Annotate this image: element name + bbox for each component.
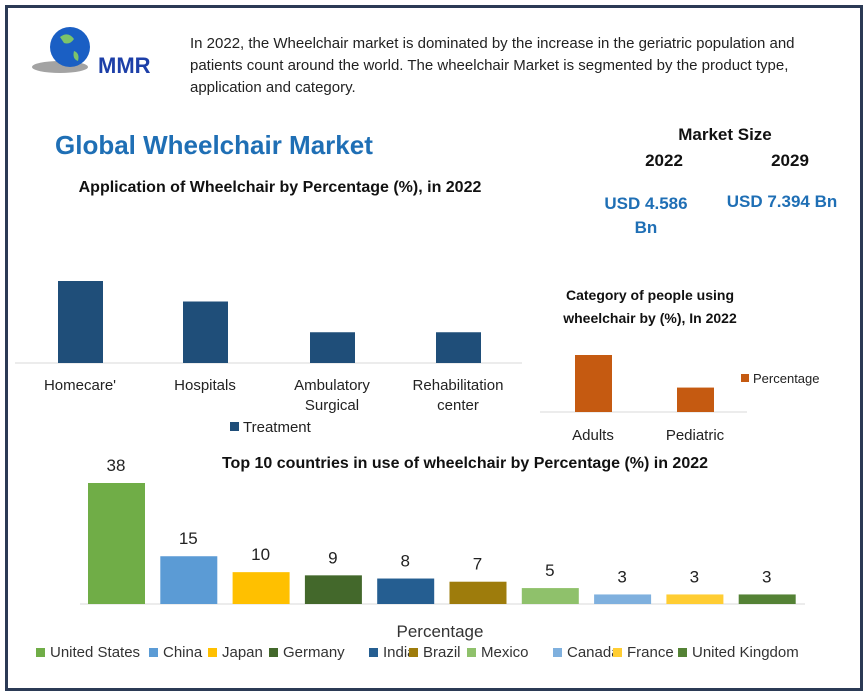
legend-swatch	[613, 648, 622, 657]
legend-label: Canada	[567, 644, 620, 661]
data-label: 3	[762, 567, 771, 586]
category-chart: Adults Pediatric Percentage	[540, 355, 820, 444]
legend-label: Brazil	[423, 644, 461, 661]
legend-label: Percentage	[753, 371, 820, 386]
bar-germany	[304, 575, 362, 604]
legend-label: China	[163, 644, 203, 661]
legend-label: Mexico	[481, 644, 529, 661]
legend-label: France	[627, 644, 674, 661]
data-label: 3	[690, 567, 699, 586]
legend-label: Japan	[222, 644, 263, 661]
bar-united-kingdom	[738, 594, 796, 604]
countries-chart: 38 15 10 9 8 7 5 3 3 3 Percentage United States Chin…	[36, 456, 805, 661]
bar-japan	[232, 572, 290, 604]
category-label: Ambulatory	[294, 377, 370, 394]
bar-united-states	[88, 483, 145, 604]
bar-china	[160, 556, 218, 604]
legend-swatch	[149, 648, 158, 657]
application-chart-title: Application of Wheelchair by Percentage …	[78, 179, 482, 196]
legend-swatch	[678, 648, 687, 657]
legend-swatch	[467, 648, 476, 657]
legend-swatch	[369, 648, 378, 657]
svg-text:MMR: MMR	[98, 53, 151, 78]
legend-swatch	[409, 648, 418, 657]
category-label: Pediatric	[666, 427, 725, 444]
market-value-2022: USD 4.586 Bn	[604, 194, 688, 237]
data-label: 5	[545, 561, 554, 580]
legend-label: United States	[50, 644, 140, 661]
x-axis-label: Percentage	[397, 622, 484, 641]
legend-label: United Kingdom	[692, 644, 799, 661]
market-value-2029: USD 7.394 Bn	[726, 192, 838, 211]
bar-canada	[594, 594, 652, 604]
category-label: Homecare'	[44, 377, 116, 394]
bar-adults	[575, 355, 612, 412]
data-label: 3	[617, 567, 626, 586]
legend-swatch	[269, 648, 278, 657]
bar-mexico	[521, 588, 579, 604]
data-label: 9	[328, 548, 337, 567]
category-label: Rehabilitation	[413, 377, 504, 394]
market-size-heading: Market Size	[678, 125, 772, 144]
data-label: 7	[473, 555, 482, 574]
legend-swatch	[741, 374, 749, 382]
data-label: 10	[251, 545, 270, 564]
category-chart-title: Category of people using wheelchair by (…	[563, 287, 737, 326]
year-2029: 2029	[771, 151, 809, 170]
intro-text: In 2022, the Wheelchair market is domina…	[190, 35, 795, 96]
bar-brazil	[449, 581, 507, 604]
legend-swatch	[36, 648, 45, 657]
category-label: Adults	[572, 427, 614, 444]
legend-label: Germany	[283, 644, 345, 661]
legend-swatch	[230, 422, 239, 431]
infographic-frame	[5, 5, 863, 691]
legend-swatch	[553, 648, 562, 657]
page-title: Global Wheelchair Market	[55, 130, 373, 160]
countries-chart-title: Top 10 countries in use of wheelchair by…	[221, 455, 709, 472]
bar-homecare-	[58, 281, 103, 363]
data-label: 38	[107, 456, 126, 475]
data-label: 15	[179, 529, 198, 548]
category-label: center	[437, 397, 479, 414]
year-2022: 2022	[645, 151, 683, 170]
legend-label: Treatment	[243, 419, 312, 436]
bar-ambulatory-surgical	[310, 332, 355, 363]
bar-india	[377, 578, 435, 604]
legend-swatch	[208, 648, 217, 657]
legend-label: India	[383, 644, 416, 661]
category-label: Surgical	[305, 397, 359, 414]
mmr-logo: MMR	[32, 27, 151, 78]
application-chart: Homecare' Hospitals Ambulatory Surgical Reha…	[15, 281, 522, 436]
data-label: 8	[400, 552, 409, 571]
category-label: Hospitals	[174, 377, 236, 394]
bar-pediatric	[677, 387, 714, 412]
bar-hospitals	[183, 301, 228, 363]
bar-france	[666, 594, 724, 604]
bar-rehabilitation-center	[436, 332, 481, 363]
